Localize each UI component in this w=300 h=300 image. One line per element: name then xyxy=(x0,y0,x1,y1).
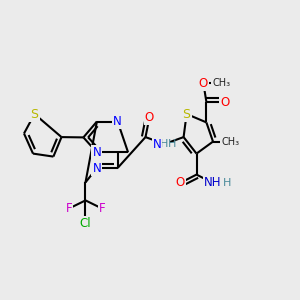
Text: O: O xyxy=(176,176,184,190)
Text: N: N xyxy=(92,146,101,159)
Text: Cl: Cl xyxy=(80,217,91,230)
Text: N: N xyxy=(92,161,101,175)
Text: F: F xyxy=(99,202,105,215)
Text: S: S xyxy=(31,107,38,121)
Text: F: F xyxy=(66,202,72,215)
Text: S: S xyxy=(183,107,190,121)
Text: CH₃: CH₃ xyxy=(221,136,239,147)
Text: H: H xyxy=(223,178,232,188)
Text: O: O xyxy=(199,77,208,90)
Text: H: H xyxy=(167,139,176,149)
Text: NH: NH xyxy=(204,176,222,190)
Text: O: O xyxy=(145,111,154,124)
Text: N: N xyxy=(113,115,122,128)
Text: O: O xyxy=(220,95,230,109)
Text: CH₃: CH₃ xyxy=(212,78,230,88)
Text: H: H xyxy=(160,139,169,149)
Text: N: N xyxy=(153,137,161,151)
